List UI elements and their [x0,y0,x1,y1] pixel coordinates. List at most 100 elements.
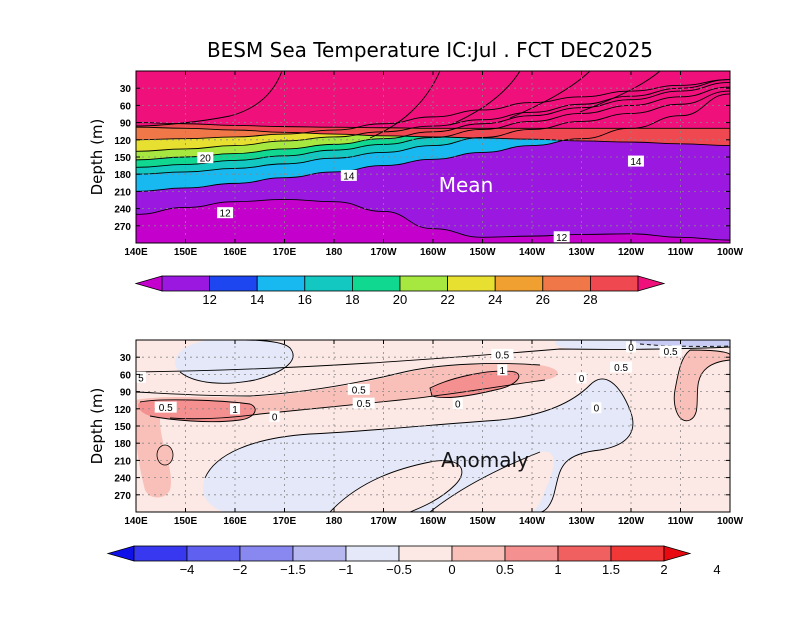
y-tick-label: 270 [114,491,131,502]
colorbar-label: 1 [554,562,561,577]
contour-label-bg [352,397,375,409]
colorbar-label: 20 [393,292,407,307]
anomaly-contour-1-right [429,370,520,399]
contour-label: 0.5 [664,347,678,358]
contour-label: 1 [500,366,506,377]
x-tick-label: 150E [174,247,198,258]
anomaly-colorbar: −4 −2 −1.5 −1 −0.5 0 0.5 1 1.5 2 4 [106,545,721,577]
contour-label-bg [340,169,357,181]
contour-label: 0 [455,400,461,411]
colorbar-label: 28 [583,292,597,307]
colorbar-segment [351,275,401,292]
x-tick-label: 180 [326,516,343,527]
contour-label: 0.5 [495,350,509,361]
contour-label-bg [452,398,463,410]
colorbar-segment [161,275,210,292]
contour-label-bg [491,348,514,360]
contour-label: 0 [594,404,600,415]
isotherm-22-east [509,71,591,119]
y-tick-label: 180 [114,170,131,181]
band-warm-pool-28 [136,71,282,126]
y-tick-label: 210 [114,187,131,198]
y-tick-label: 30 [120,353,132,364]
contour-label-bg [610,361,633,373]
isotherm-26 [136,126,730,146]
anomaly-contour-05-upper [136,363,541,397]
chart-title: BESM Sea Temperature IC:Jul . FCT DEC202… [207,38,653,62]
mean-colorbar: 12 14 16 18 20 22 24 26 28 [134,275,666,307]
mean-contour-labels: 20 14 14 12 12 [197,152,644,244]
x-tick-label: 120W [618,247,645,258]
colorbar-label: 4 [713,562,720,577]
colorbar-segment [345,545,400,562]
x-tick-label: 160W [420,516,447,527]
colorbar-segment [398,545,453,562]
colorbar-low-triangle [134,275,163,292]
colorbar-label: 16 [298,292,312,307]
contour-label: 12 [556,233,568,244]
y-tick-label: 150 [114,153,131,164]
contour-label: 1 [232,405,238,416]
colorbar-label: 18 [345,292,359,307]
contour-label: 5 [138,373,144,384]
isotherm-14 [136,93,730,192]
colorbar-label: 24 [488,292,502,307]
colorbar-label: 2 [660,562,667,577]
x-tick-label: 130W [568,516,595,527]
contour-label-bg [230,403,240,415]
contour-label: 0 [272,412,278,423]
contour-label: 0.5 [614,363,628,374]
x-tick-label: 100W [717,516,744,527]
colorbar-label: −1 [339,562,354,577]
x-tick-label: 160W [420,247,447,258]
colorbar-segment [557,545,612,562]
x-tick-label: 170E [273,247,297,258]
contour-label: 12 [220,209,232,220]
colorbar-high-triangle [637,275,666,292]
x-tick-label: 100W [717,247,744,258]
contour-label-bg [576,372,587,384]
y-tick-label: 30 [120,84,132,95]
contour-label-bg [627,155,644,167]
x-tick-label: 110W [668,516,694,527]
contour-label-bg [347,383,370,395]
x-tick-label: 170W [370,247,397,258]
anomaly-contour-1-left [139,399,256,423]
x-tick-label: 130W [568,247,595,258]
colorbar-label: −2 [233,562,248,577]
colorbar-label: 1.5 [602,562,620,577]
contour-label-bg [659,345,682,357]
x-tick-label: 140W [519,247,546,258]
y-tick-label: 180 [114,439,131,450]
contour-label: 0 [628,343,634,354]
colorbar-label: −4 [180,562,195,577]
colorbar-low-triangle [106,545,135,562]
colorbar-segment [399,275,448,292]
anomaly-contour-05-lower [169,379,546,420]
colorbar-segment [542,275,591,292]
anomaly-pos-05-left [136,399,172,498]
anomaly-contour-dashed [639,343,730,347]
x-tick-label: 170W [370,516,397,527]
x-tick-label: 150W [469,516,496,527]
x-tick-label: 150E [174,516,198,527]
colorbar-segment [447,275,496,292]
contour-label: 0.5 [352,385,366,396]
colorbar-segment [209,275,258,292]
colorbar-segment [292,545,347,562]
x-tick-label: 120W [618,516,645,527]
contour-label-bg [626,341,636,353]
y-tick-label: 240 [114,205,131,216]
contour-label: 0 [579,374,585,385]
anomaly-pos-band-right [430,451,554,512]
colorbar-segment [610,545,665,562]
colorbar-segment [256,275,306,292]
y-tick-label: 150 [114,422,131,433]
anomaly-pos-band-lower [330,460,462,512]
y-tick-label: 120 [114,136,131,147]
anomaly-neg-region-upper [175,340,294,384]
x-tick-label: 150W [469,247,496,258]
isotherm-24-east [449,71,521,126]
x-tick-label: 140E [124,516,148,527]
